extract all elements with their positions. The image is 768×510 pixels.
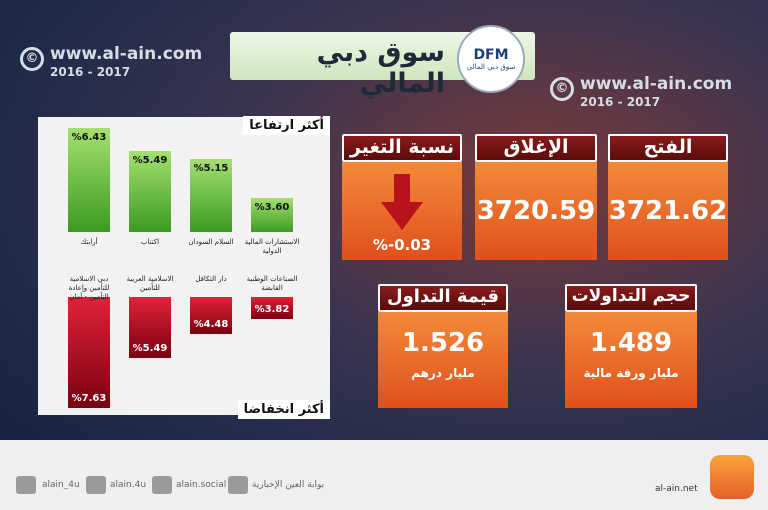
bar-label: %3.60 xyxy=(254,201,290,213)
stat-unit: مليار ورقة مالية xyxy=(583,366,679,380)
losers-title: أكثر انخفاضا xyxy=(237,400,330,419)
stat-value: 3721.62 xyxy=(608,162,728,260)
footer xyxy=(0,440,768,510)
company-name: السلام السودان xyxy=(188,238,234,246)
bar-label: %7.63 xyxy=(71,393,107,405)
gainers-title: أكثر ارتفاعا xyxy=(243,116,330,135)
twitter-icon xyxy=(16,476,36,494)
bar-label: %6.43 xyxy=(71,131,107,143)
years: 2016 - 2017 xyxy=(50,65,131,79)
loss-bar xyxy=(68,297,110,409)
social-handle[interactable]: alain_4u xyxy=(42,480,80,490)
watermark: © www.al-ain.com 2016 - 2017 xyxy=(550,75,732,111)
stat-title: نسبة التغير xyxy=(342,134,462,162)
title: سوق دبي المالي xyxy=(316,37,445,99)
stat-box: %-0.03 xyxy=(342,162,462,260)
footer-site[interactable]: al-ain.net xyxy=(655,484,698,494)
loss-bar xyxy=(251,297,293,319)
stat-unit: مليار درهم xyxy=(411,366,475,380)
bar-label: %4.48 xyxy=(193,319,229,331)
site: www.al-ain.com xyxy=(50,44,203,64)
gain-bar xyxy=(251,197,293,232)
stat-value: 1.526 xyxy=(401,328,485,358)
bar-label: %3.82 xyxy=(254,303,290,315)
stat-title: الإغلاق xyxy=(475,134,597,162)
arrow xyxy=(381,174,423,230)
company-name: الاسلامية العربية للتأمين xyxy=(126,275,174,292)
stat-value: 1.489 xyxy=(589,328,673,358)
stat-box: 1.526 مليار درهم xyxy=(378,312,508,408)
down-arrow xyxy=(381,174,423,230)
gain-bar xyxy=(190,159,232,232)
instagram-icon xyxy=(86,476,106,494)
stat-value: 3720.59 xyxy=(475,162,597,260)
gain-bar xyxy=(68,127,110,232)
facebook-icon xyxy=(152,476,172,494)
bar-label: %5.49 xyxy=(132,342,168,354)
stat-value: %-0.03 xyxy=(372,236,432,254)
logo: DFM سوق دبي المالي xyxy=(457,25,525,93)
logo-text: DFM xyxy=(473,47,509,63)
site: www.al-ain.com xyxy=(580,74,733,94)
youtube-icon xyxy=(228,476,248,494)
social-handle[interactable]: alain.4u xyxy=(110,480,147,490)
gain-bar xyxy=(129,151,171,232)
stat-title: حجم التداولات xyxy=(565,284,697,312)
stat-title: قيمة التداول xyxy=(378,284,508,312)
watermark: © www.al-ain.com 2016 - 2017 xyxy=(20,45,202,81)
company-name: اكتتاب xyxy=(140,238,160,246)
social-handle[interactable]: alain.social xyxy=(176,480,227,490)
logo-sub: سوق دبي المالي xyxy=(466,63,516,71)
loss-bar xyxy=(129,297,171,358)
brand-logo xyxy=(710,455,754,499)
years: 2016 - 2017 xyxy=(580,95,661,109)
social-handle[interactable]: بوابة العين الإخبارية xyxy=(252,480,325,490)
company-name: الاستشارات المالية الدولية xyxy=(244,238,300,255)
stat-box: 1.489 مليار ورقة مالية xyxy=(565,312,697,408)
company-name: دبي الاسلامية للتأمين وإعادة التأمين - أ… xyxy=(68,275,110,301)
company-name: أرابتك xyxy=(80,238,98,246)
bar-label: %5.15 xyxy=(193,163,229,175)
loss-bar xyxy=(190,297,232,335)
company-name: دار التكافل xyxy=(195,275,227,283)
bar-label: %5.49 xyxy=(132,155,168,167)
company-name: الصناعات الوطنية القابضة xyxy=(246,275,298,292)
stat-title: الفتح xyxy=(608,134,728,162)
